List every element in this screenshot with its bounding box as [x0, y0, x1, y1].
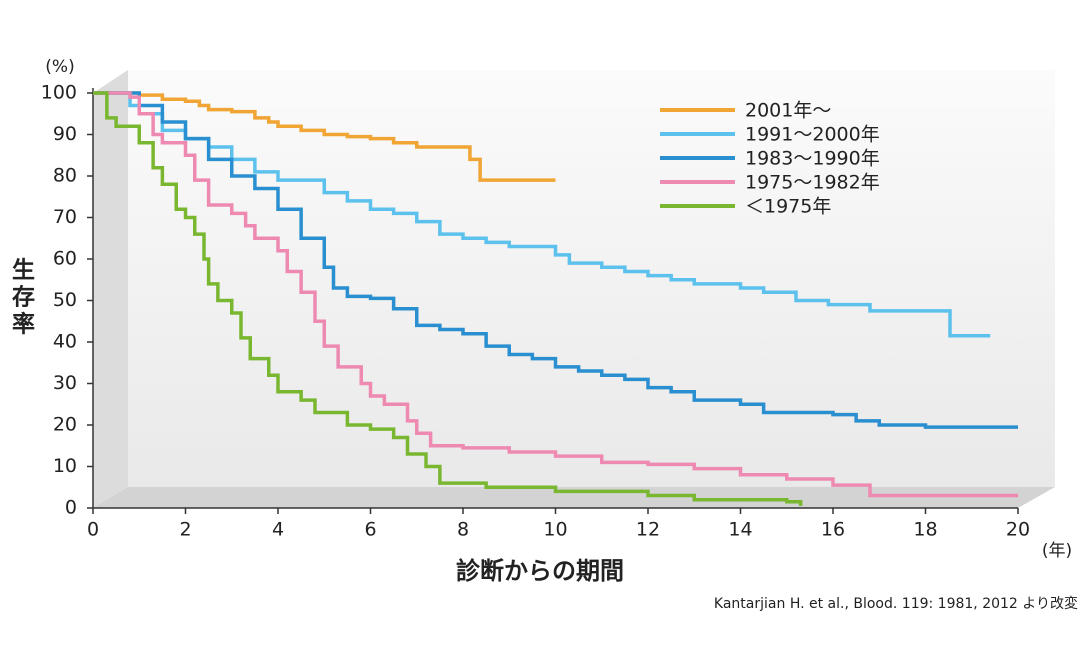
- x-tick-label: 12: [636, 519, 660, 541]
- x-tick-label: 18: [913, 519, 937, 541]
- y-tick-label: 70: [53, 206, 77, 228]
- x-unit: (年): [1042, 541, 1072, 561]
- y-axis-title: 生存率: [8, 258, 36, 339]
- legend-label: 2001年〜: [745, 100, 831, 122]
- y-tick-label: 100: [41, 82, 77, 104]
- x-tick-label: 2: [179, 519, 191, 541]
- survival-curve: [93, 91, 556, 182]
- y-tick-label: 90: [53, 123, 77, 145]
- x-axis-title: 診断からの期間: [456, 557, 624, 585]
- x-tick-label: 16: [821, 519, 845, 541]
- x-tick-label: 4: [272, 519, 284, 541]
- y-tick-label: 30: [53, 372, 77, 394]
- survival-curve: [93, 91, 991, 338]
- y-tick-label: 0: [65, 497, 77, 519]
- source-note: Kantarjian H. et al., Blood. 119: 1981, …: [714, 595, 1078, 612]
- y-tick-label: 50: [53, 289, 77, 311]
- y-tick-label: 20: [53, 414, 77, 436]
- y-tick-label: 80: [53, 165, 77, 187]
- x-tick-label: 14: [728, 519, 752, 541]
- side-wall: [93, 70, 128, 508]
- y-tick-label: 10: [53, 455, 77, 477]
- floor: [93, 487, 1055, 508]
- x-tick-label: 10: [543, 519, 567, 541]
- y-unit: (%): [45, 57, 74, 77]
- legend-label: 1991〜2000年: [745, 124, 880, 146]
- survival-curve: [93, 91, 1018, 429]
- survival-curve: [93, 91, 803, 506]
- x-tick-label: 6: [364, 519, 376, 541]
- legend-label: 1975〜1982年: [745, 172, 880, 194]
- y-tick-label: 40: [53, 331, 77, 353]
- x-tick-label: 0: [87, 519, 99, 541]
- x-tick-label: 20: [1006, 519, 1030, 541]
- x-tick-label: 8: [457, 519, 469, 541]
- y-tick-label: 60: [53, 248, 77, 270]
- survival-curve: [93, 91, 1018, 498]
- legend-label: ＜1975年: [745, 196, 831, 218]
- legend-label: 1983〜1990年: [745, 148, 880, 170]
